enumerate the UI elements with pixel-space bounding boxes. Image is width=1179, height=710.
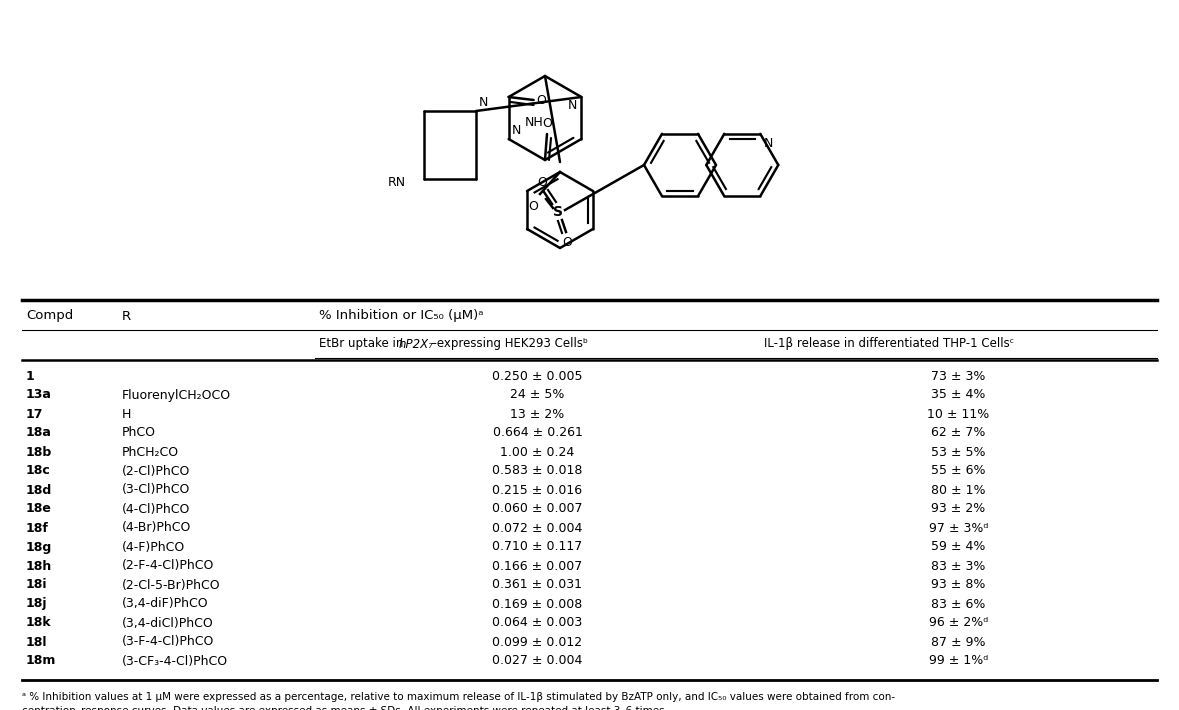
Text: 17: 17: [26, 408, 44, 420]
Text: PhCO: PhCO: [121, 427, 156, 439]
Text: N: N: [763, 137, 772, 150]
Text: 18f: 18f: [26, 522, 48, 535]
Text: O: O: [528, 200, 538, 213]
Text: 18m: 18m: [26, 655, 57, 667]
Text: 18a: 18a: [26, 427, 52, 439]
Text: O: O: [538, 176, 547, 189]
Text: 93 ± 2%: 93 ± 2%: [931, 503, 986, 515]
Text: (4-F)PhCO: (4-F)PhCO: [121, 540, 185, 554]
Text: 10 ± 11%: 10 ± 11%: [928, 408, 989, 420]
Text: 73 ± 3%: 73 ± 3%: [931, 369, 986, 383]
Text: 18c: 18c: [26, 464, 51, 478]
Text: 0.064 ± 0.003: 0.064 ± 0.003: [493, 616, 582, 630]
Text: 18e: 18e: [26, 503, 52, 515]
Text: 99 ± 1%ᵈ: 99 ± 1%ᵈ: [929, 655, 988, 667]
Text: O: O: [562, 236, 572, 249]
Text: (2-Cl)PhCO: (2-Cl)PhCO: [121, 464, 190, 478]
Text: (3,4-diF)PhCO: (3,4-diF)PhCO: [121, 598, 209, 611]
Text: (3-F-4-Cl)PhCO: (3-F-4-Cl)PhCO: [121, 635, 215, 648]
Text: (4-Br)PhCO: (4-Br)PhCO: [121, 522, 191, 535]
Text: O: O: [536, 94, 547, 106]
Text: 18l: 18l: [26, 635, 47, 648]
Text: N: N: [568, 99, 578, 112]
Text: 13 ± 2%: 13 ± 2%: [511, 408, 565, 420]
Text: 1: 1: [26, 369, 34, 383]
Text: RN: RN: [388, 177, 406, 190]
Text: NH: NH: [525, 116, 544, 129]
Text: 0.027 ± 0.004: 0.027 ± 0.004: [493, 655, 582, 667]
Text: EtBr uptake in ’’’: EtBr uptake in ’’’: [320, 337, 419, 351]
Text: centration–response curves. Data values are expressed as means ± SDs. All experi: centration–response curves. Data values …: [22, 706, 668, 710]
Text: 18g: 18g: [26, 540, 52, 554]
Text: IL-1β release in differentiated THP-1 Cellsᶜ: IL-1β release in differentiated THP-1 Ce…: [764, 337, 1014, 351]
Text: PhCH₂CO: PhCH₂CO: [121, 445, 179, 459]
Text: EtBr uptake in: EtBr uptake in: [320, 337, 407, 351]
Text: 18j: 18j: [26, 598, 47, 611]
Text: 96 ± 2%ᵈ: 96 ± 2%ᵈ: [929, 616, 988, 630]
Text: 35 ± 4%: 35 ± 4%: [931, 388, 986, 401]
Text: 59 ± 4%: 59 ± 4%: [931, 540, 986, 554]
Text: –expressing HEK293 Cellsᵇ: –expressing HEK293 Cellsᵇ: [432, 337, 588, 351]
Text: 62 ± 7%: 62 ± 7%: [931, 427, 986, 439]
Text: 0.361 ± 0.031: 0.361 ± 0.031: [493, 579, 582, 591]
Text: 0.099 ± 0.012: 0.099 ± 0.012: [493, 635, 582, 648]
Text: % Inhibition or IC₅₀ (μM)ᵃ: % Inhibition or IC₅₀ (μM)ᵃ: [320, 310, 483, 322]
Text: 0.072 ± 0.004: 0.072 ± 0.004: [493, 522, 582, 535]
Text: 0.583 ± 0.018: 0.583 ± 0.018: [493, 464, 582, 478]
Text: 18b: 18b: [26, 445, 52, 459]
Text: ᵃ % Inhibition values at 1 μM were expressed as a percentage, relative to maximu: ᵃ % Inhibition values at 1 μM were expre…: [22, 692, 895, 702]
Text: 0.060 ± 0.007: 0.060 ± 0.007: [493, 503, 582, 515]
Text: 0.169 ± 0.008: 0.169 ± 0.008: [493, 598, 582, 611]
Text: 0.166 ± 0.007: 0.166 ± 0.007: [493, 559, 582, 572]
Text: N: N: [479, 96, 488, 109]
Text: 0.710 ± 0.117: 0.710 ± 0.117: [493, 540, 582, 554]
Text: 55 ± 6%: 55 ± 6%: [931, 464, 986, 478]
Text: (3-CF₃-4-Cl)PhCO: (3-CF₃-4-Cl)PhCO: [121, 655, 228, 667]
Text: (4-Cl)PhCO: (4-Cl)PhCO: [121, 503, 190, 515]
Text: 83 ± 3%: 83 ± 3%: [931, 559, 986, 572]
Text: 13a: 13a: [26, 388, 52, 401]
Text: 0.664 ± 0.261: 0.664 ± 0.261: [493, 427, 582, 439]
Text: R: R: [121, 310, 131, 322]
Text: 18i: 18i: [26, 579, 47, 591]
Text: 1.00 ± 0.24: 1.00 ± 0.24: [500, 445, 574, 459]
Text: 18k: 18k: [26, 616, 52, 630]
Text: 87 ± 9%: 87 ± 9%: [931, 635, 986, 648]
Text: 93 ± 8%: 93 ± 8%: [931, 579, 986, 591]
Text: 18d: 18d: [26, 484, 52, 496]
Text: 0.250 ± 0.005: 0.250 ± 0.005: [493, 369, 582, 383]
Text: 18h: 18h: [26, 559, 52, 572]
Text: S: S: [553, 205, 564, 219]
Text: hP2X₇: hP2X₇: [399, 337, 434, 351]
Text: (3-Cl)PhCO: (3-Cl)PhCO: [121, 484, 190, 496]
Text: (2-F-4-Cl)PhCO: (2-F-4-Cl)PhCO: [121, 559, 215, 572]
Text: FluorenylCH₂OCO: FluorenylCH₂OCO: [121, 388, 231, 401]
Text: H: H: [121, 408, 131, 420]
Text: Compd: Compd: [26, 310, 73, 322]
Text: (3,4-diCl)PhCO: (3,4-diCl)PhCO: [121, 616, 213, 630]
Text: O: O: [542, 117, 552, 130]
Text: 24 ± 5%: 24 ± 5%: [511, 388, 565, 401]
Text: 0.215 ± 0.016: 0.215 ± 0.016: [493, 484, 582, 496]
Text: N: N: [512, 124, 521, 137]
Text: 97 ± 3%ᵈ: 97 ± 3%ᵈ: [929, 522, 988, 535]
Text: 53 ± 5%: 53 ± 5%: [931, 445, 986, 459]
Text: 83 ± 6%: 83 ± 6%: [931, 598, 986, 611]
Text: 80 ± 1%: 80 ± 1%: [931, 484, 986, 496]
Text: (2-Cl-5-Br)PhCO: (2-Cl-5-Br)PhCO: [121, 579, 220, 591]
